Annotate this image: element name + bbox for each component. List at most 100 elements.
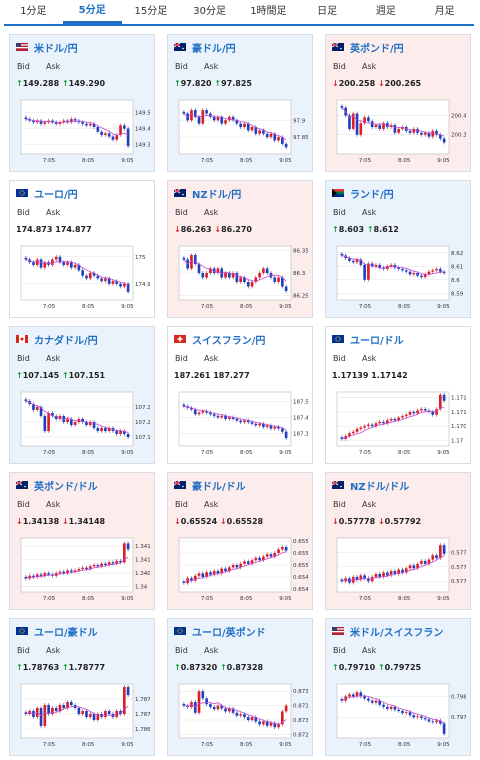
candlestick-chart[interactable]: 8.62 8.61 8.6 8.59 7:05 8:05 9:05 — [333, 242, 466, 314]
tab-4[interactable]: 1時間足 — [250, 6, 287, 17]
pair-header[interactable]: ユーロ/円 — [16, 186, 78, 201]
pair-header[interactable]: ユーロ/英ポンド — [174, 624, 266, 639]
candle — [393, 264, 397, 268]
candle — [367, 263, 370, 280]
rate-card[interactable]: 米ドル/スイスフラン Bid Ask ↑0.79710 ↑0.79725 0.798 0.… — [325, 618, 471, 756]
pair-name-link[interactable]: 英ポンド/ドル — [34, 481, 98, 493]
pair-name-link[interactable]: ユーロ/円 — [34, 189, 78, 201]
candle — [81, 270, 85, 276]
rate-card[interactable]: NZドル/円 Bid Ask ↓86.263 ↓86.270 86.35 86.3 86.2… — [167, 180, 313, 318]
candlestick-chart[interactable]: 86.35 86.3 86.25 7:05 8:05 9:05 — [175, 242, 308, 314]
bid-label: Bid — [17, 500, 30, 509]
rate-card[interactable]: 英ポンド/円 Bid Ask ↓200.258 ↓200.265 200.4 200.3 7… — [325, 34, 471, 172]
candle — [378, 421, 382, 424]
tab-2[interactable]: 15分足 — [134, 6, 168, 17]
y-tick-label: 0.8728 — [293, 732, 308, 738]
tab-1[interactable]: 5分足 — [62, 0, 122, 24]
pair-name-link[interactable]: ランド/円 — [350, 189, 394, 201]
pair-header[interactable]: 豪ドル/ドル — [173, 478, 246, 493]
pair-header[interactable]: 米ドル/円 — [16, 40, 78, 55]
candle — [397, 569, 401, 574]
pair-name-link[interactable]: 米ドル/円 — [34, 43, 78, 55]
candlestick-chart[interactable]: 0.6554 0.6552 0.655 0.6548 0.6546 7:05 8:05 9:0… — [175, 534, 308, 606]
pair-name-link[interactable]: スイスフラン/円 — [192, 335, 266, 347]
pair-header[interactable]: 英ポンド/ドル — [15, 478, 98, 493]
rate-card[interactable]: ランド/円 Bid Ask ↑8.603 ↑8.612 8.62 8.61 8.6 8.59 7… — [325, 180, 471, 318]
y-tick-label: 107.25 — [135, 405, 150, 411]
x-tick-label: 9:05 — [437, 596, 450, 602]
bid-label: Bid — [175, 500, 188, 509]
y-tick-label: 1.3405 — [135, 571, 150, 577]
x-tick-label: 7:05 — [359, 742, 372, 748]
pair-header[interactable]: ランド/円 — [332, 186, 394, 201]
pair-name-link[interactable]: 豪ドル/円 — [192, 43, 236, 55]
pair-header[interactable]: ユーロ/ドル — [332, 332, 404, 347]
pair-name-link[interactable]: カナダドル/円 — [34, 335, 98, 347]
candle — [378, 264, 382, 268]
candle — [69, 419, 73, 425]
pair-header[interactable]: NZドル/ドル — [331, 478, 410, 493]
candlestick-chart[interactable]: 97.9 97.85 7:05 8:05 9:05 — [175, 96, 308, 168]
rate-card[interactable]: 豪ドル/円 Bid Ask ↑97.820 ↑97.825 97.9 97.85 7:05 8… — [167, 34, 313, 172]
candlestick-chart[interactable]: 187.5 187.4 187.3 7:05 8:05 9:05 — [175, 388, 308, 460]
candle — [397, 267, 401, 269]
tab-5[interactable]: 日足 — [317, 6, 338, 17]
candle — [24, 257, 28, 260]
candle — [104, 711, 107, 717]
candle — [24, 117, 28, 120]
pair-name-link[interactable]: 英ポンド/円 — [350, 43, 404, 55]
rate-card[interactable]: スイスフラン/円 Bid Ask 187.261 187.277 187.5 187.4 1… — [167, 326, 313, 464]
x-tick-label: 8:05 — [240, 304, 253, 310]
tab-7[interactable]: 月足 — [434, 6, 455, 17]
pair-header[interactable]: NZドル/円 — [173, 186, 242, 201]
arrow-up-icon: ↑ — [174, 79, 181, 88]
candlestick-chart[interactable]: 0.798 0.7975 7:05 8:05 9:05 — [333, 680, 466, 752]
arrow-up-icon: ↑ — [16, 663, 23, 672]
quote-row: ↓1.34138 ↓1.34148 — [16, 517, 105, 526]
rate-card[interactable]: 米ドル/円 Bid Ask ↑149.288 ↑149.290 149.5 149.4 14… — [9, 34, 155, 172]
pair-name-link[interactable]: ユーロ/ドル — [350, 335, 404, 347]
candle — [239, 563, 243, 568]
tab-6[interactable]: 週足 — [375, 6, 396, 17]
pair-header[interactable]: 英ポンド/円 — [331, 40, 404, 55]
pair-header[interactable]: スイスフラン/円 — [174, 332, 266, 347]
candle — [389, 419, 393, 421]
candle — [119, 431, 122, 434]
candle — [231, 565, 235, 568]
pair-name-link[interactable]: 豪ドル/ドル — [192, 481, 246, 493]
ask-value: 8.612 — [373, 225, 399, 234]
rate-card[interactable]: ユーロ/円 Bid Ask 174.873 174.877 175 174.9 7:05 8:… — [9, 180, 155, 318]
pair-name-link[interactable]: ユーロ/英ポンド — [192, 627, 266, 639]
pair-name-link[interactable]: 米ドル/スイスフラン — [350, 627, 444, 639]
candle — [401, 569, 404, 573]
candlestick-chart[interactable]: 0.8734 0.8732 0.873 0.8728 7:05 8:05 9:05 — [175, 680, 308, 752]
pair-name-link[interactable]: ユーロ/豪ドル — [34, 627, 98, 639]
tab-3[interactable]: 30分足 — [193, 6, 226, 17]
pair-header[interactable]: 豪ドル/円 — [173, 40, 236, 55]
tab-0[interactable]: 1分足 — [20, 6, 47, 17]
pair-header[interactable]: 米ドル/スイスフラン — [332, 624, 444, 639]
nz-us-flag-icon — [331, 480, 344, 489]
chart-svg: 1.1715 1.171 1.1705 1.17 7:05 8:05 9:05 — [336, 391, 466, 456]
candlestick-chart[interactable]: 149.5 149.4 149.3 7:05 8:05 9:05 — [17, 96, 150, 168]
candlestick-chart[interactable]: 175 174.9 7:05 8:05 9:05 — [17, 242, 150, 314]
pair-name-link[interactable]: NZドル/ドル — [350, 481, 410, 493]
candlestick-chart[interactable]: 200.4 200.3 7:05 8:05 9:05 — [333, 96, 466, 168]
candlestick-chart[interactable]: 0.5778 0.5776 0.5774 7:05 8:05 9:05 — [333, 534, 466, 606]
candlestick-chart[interactable]: 1.3415 1.341 1.3405 1.34 7:05 8:05 9:05 — [17, 534, 150, 606]
candlestick-chart[interactable]: 1.1715 1.171 1.1705 1.17 7:05 8:05 9:05 — [333, 388, 466, 460]
candlestick-chart[interactable]: 1.7875 1.787 1.7865 7:05 8:05 9:05 — [17, 680, 150, 752]
pair-header[interactable]: カナダドル/円 — [16, 332, 98, 347]
bid-value: 97.820 — [180, 79, 212, 88]
pair-header[interactable]: ユーロ/豪ドル — [16, 624, 98, 639]
candle — [212, 268, 216, 273]
pair-name-link[interactable]: NZドル/円 — [192, 189, 242, 201]
candlestick-chart[interactable]: 107.25 107.2 107.15 7:05 8:05 9:05 — [17, 388, 150, 460]
